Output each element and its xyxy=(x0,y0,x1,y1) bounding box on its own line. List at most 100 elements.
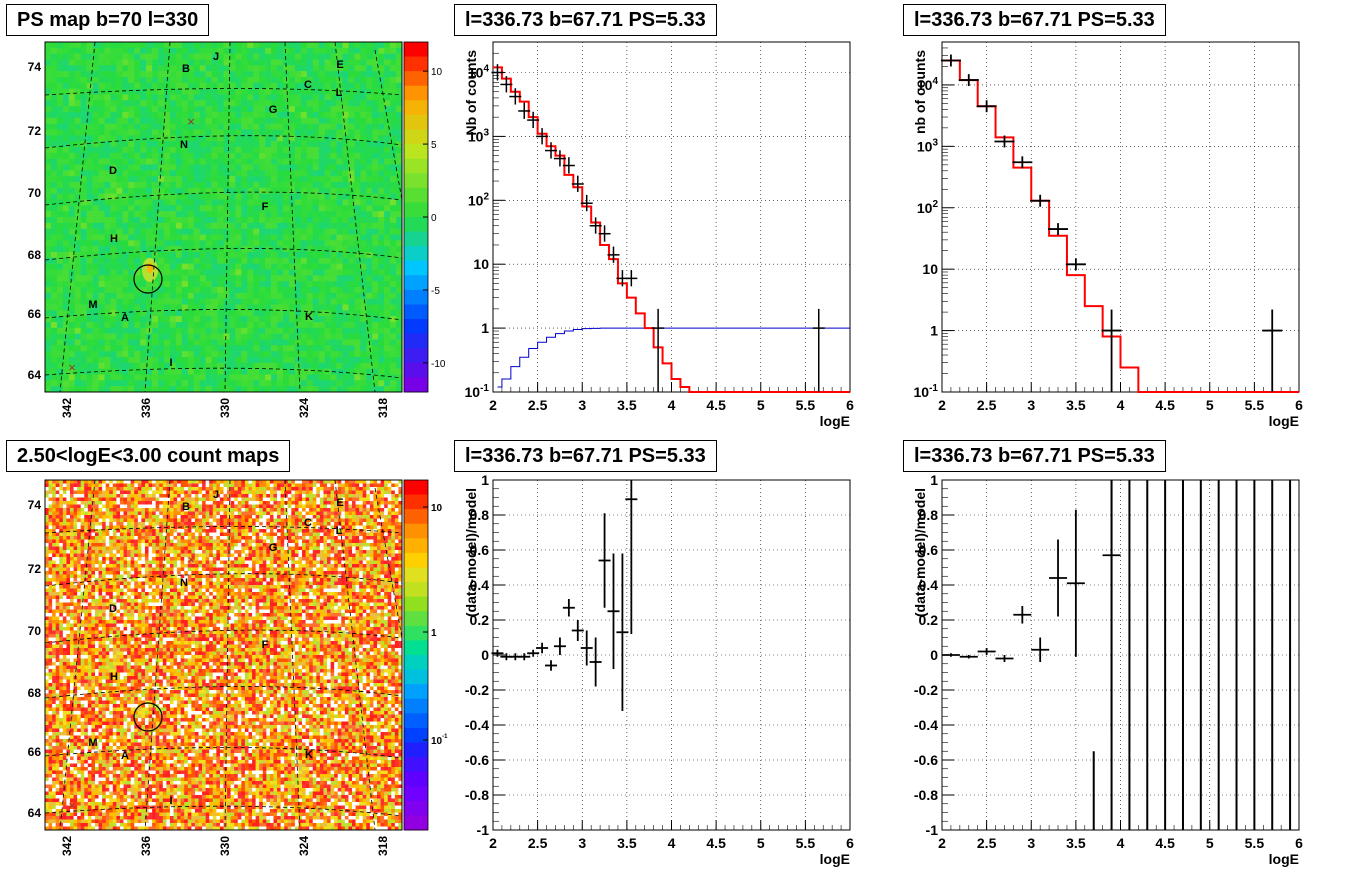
heatmap-cell xyxy=(384,106,391,113)
heatmap-cell xyxy=(300,117,308,124)
heatmap-cell xyxy=(45,763,49,768)
heatmap-cell xyxy=(84,490,89,495)
heatmap-cell xyxy=(73,739,78,743)
heatmap-cell xyxy=(52,676,57,680)
heatmap-cell xyxy=(84,679,89,684)
heatmap-cell xyxy=(80,662,85,666)
heatmap-cell xyxy=(312,170,319,177)
heatmap-cell xyxy=(55,697,60,701)
heatmap-cell xyxy=(80,809,85,813)
heatmap-cell xyxy=(288,217,296,224)
heatmap-cell xyxy=(80,819,85,824)
heatmap-cell xyxy=(77,749,81,754)
heatmap-cell xyxy=(211,82,218,89)
heatmap-cell xyxy=(69,728,74,733)
heatmap-cell xyxy=(390,234,397,241)
heatmap-cell xyxy=(140,152,147,159)
heatmap-cell xyxy=(229,257,236,264)
heatmap-cell xyxy=(277,112,284,119)
heatmap-cell xyxy=(390,240,397,247)
heatmap-cell xyxy=(66,700,71,705)
heatmap-cell xyxy=(253,298,260,305)
heatmap-cell xyxy=(390,47,397,54)
heatmap-cell xyxy=(92,117,99,124)
heatmap-cell xyxy=(193,252,200,259)
heatmap-cell xyxy=(55,501,60,505)
heatmap-cell xyxy=(77,700,81,705)
heatmap-cell xyxy=(378,182,385,189)
heatmap-cell xyxy=(45,532,49,537)
heatmap-cell xyxy=(86,357,93,364)
heatmap-cell xyxy=(324,292,331,299)
heatmap-cell xyxy=(140,339,147,346)
heatmap-cell xyxy=(277,234,284,241)
heatmap-cell xyxy=(146,158,153,165)
heatmap-cell xyxy=(306,368,314,375)
heatmap-cell xyxy=(199,287,206,294)
heatmap-cell xyxy=(68,123,76,130)
heatmap-cell xyxy=(116,182,123,189)
heatmap-cell xyxy=(366,228,373,235)
heatmap-cell xyxy=(211,129,218,136)
heatmap-cell xyxy=(378,164,385,171)
heatmap-cell xyxy=(181,187,189,194)
heatmap-cell xyxy=(140,53,147,60)
heatmap-cell xyxy=(140,205,147,212)
heatmap-cell xyxy=(73,795,78,799)
heatmap-cell xyxy=(62,211,70,218)
heatmap-cell xyxy=(396,158,403,165)
heatmap-cell xyxy=(80,47,87,54)
heatmap-cell xyxy=(98,217,105,224)
heatmap-cell xyxy=(110,362,117,369)
heatmap-cell xyxy=(169,281,177,288)
heatmap-cell xyxy=(68,234,76,241)
heatmap-cell xyxy=(169,94,177,101)
heatmap-cell xyxy=(45,487,49,491)
heatmap-cell xyxy=(342,71,349,78)
heatmap-cell xyxy=(48,522,53,526)
heatmap-cell xyxy=(140,252,147,259)
heatmap-cell xyxy=(354,345,361,352)
heatmap-cell xyxy=(80,609,85,614)
heatmap-cell xyxy=(158,275,165,282)
heatmap-cell xyxy=(116,374,123,381)
heatmap-cell xyxy=(55,819,60,824)
heatmap-cell xyxy=(372,357,379,364)
colorbar-segment xyxy=(404,289,428,305)
heatmap-cell xyxy=(55,746,60,750)
heatmap-cell xyxy=(128,53,135,60)
heatmap-cell xyxy=(158,368,165,375)
heatmap-cell xyxy=(175,234,183,241)
heatmap-cell xyxy=(55,627,60,631)
heatmap-cell xyxy=(84,574,89,579)
heatmap-cell xyxy=(84,536,89,540)
heatmap-cell xyxy=(62,798,67,803)
heatmap-cell xyxy=(199,205,206,212)
heatmap-cell xyxy=(52,553,57,558)
heatmap-cell xyxy=(247,59,254,66)
heatmap-cell xyxy=(158,147,165,154)
heatmap-cell xyxy=(80,826,85,831)
heatmap-cell xyxy=(187,117,195,124)
heatmap-cell xyxy=(384,71,391,78)
heatmap-cell xyxy=(241,117,248,124)
heatmap-cell xyxy=(175,304,183,311)
heatmap-cell xyxy=(128,351,135,358)
heatmap-cell xyxy=(318,164,325,171)
heatmap-cell xyxy=(84,504,89,509)
heatmap-cell xyxy=(360,100,367,107)
heatmap-cell xyxy=(68,71,76,78)
heatmap-cell xyxy=(193,205,200,212)
heatmap-cell xyxy=(354,59,361,66)
heatmap-cell xyxy=(283,292,290,299)
heatmap-cell xyxy=(396,316,403,323)
heatmap-cell xyxy=(84,623,89,628)
heatmap-cell xyxy=(259,123,266,130)
heatmap-cell xyxy=(62,501,67,505)
heatmap-cell xyxy=(217,310,224,317)
heatmap-cell xyxy=(283,263,290,270)
heatmap-cell xyxy=(62,655,67,659)
heatmap-cell xyxy=(354,240,361,247)
heatmap-cell xyxy=(80,613,85,617)
heatmap-cell xyxy=(229,193,236,200)
